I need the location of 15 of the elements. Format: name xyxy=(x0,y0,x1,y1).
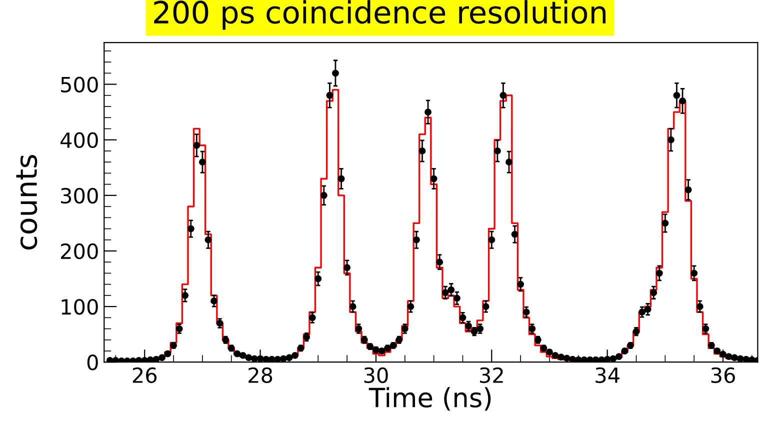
x-tick-label: 26 xyxy=(132,367,157,384)
y-tick-label: 100 xyxy=(62,298,98,315)
y-tick-label: 400 xyxy=(60,132,98,148)
x-axis-title: Time (ns) xyxy=(368,387,491,411)
x-tick-label: 36 xyxy=(711,367,735,384)
x-tick-label: 34 xyxy=(596,367,620,384)
y-tick-label: 200 xyxy=(61,243,98,260)
x-tick-label: 30 xyxy=(364,367,388,384)
y-axis-title: counts xyxy=(16,155,38,250)
x-tick-label: 32 xyxy=(480,367,503,384)
x-tick-label: 28 xyxy=(248,367,272,384)
chart-title: 200 ps coincidence resolution xyxy=(154,0,606,30)
y-tick-label: 300 xyxy=(61,188,98,204)
y-tick-label: 500 xyxy=(61,76,98,92)
y-tick-label: 0 xyxy=(87,354,98,370)
